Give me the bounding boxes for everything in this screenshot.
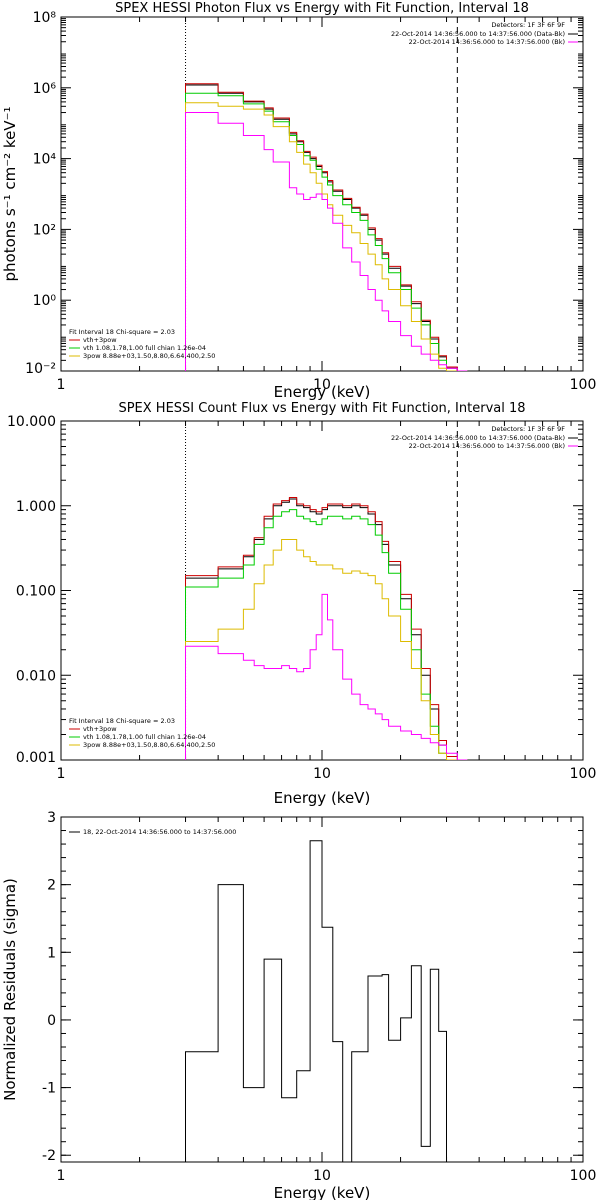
- y-tick-label: 10.000: [7, 414, 56, 430]
- series-group: [185, 83, 468, 371]
- y-tick-label: 0.100: [16, 584, 56, 600]
- legend-left-label: vth 1.08,1.78,1.00 full chian 1.26e-04: [83, 733, 206, 741]
- y-axis-label: Normalized Residuals (sigma): [1, 878, 19, 1101]
- x-tick-label: 100: [570, 377, 597, 393]
- legend-right-header: Detectors: 1F 3F 6F 9F: [491, 21, 565, 29]
- y-tick-label: 10²: [33, 222, 56, 238]
- x-tick-label: 10: [313, 766, 331, 782]
- y-tick-label: 0.001: [16, 750, 56, 766]
- x-tick-label: 10: [313, 377, 331, 393]
- series-line-vth: [185, 92, 468, 371]
- x-tick-label: 1: [57, 377, 66, 393]
- series-line-bk: [185, 112, 468, 371]
- chart-title: SPEX HESSI Photon Flux vs Energy with Fi…: [115, 1, 529, 16]
- legend-right-label: 22-Oct-2014 14:36:56.000 to 14:37:56.000…: [409, 38, 565, 46]
- series-line-data-bk: [185, 84, 468, 371]
- y-tick-label: 3: [47, 810, 56, 826]
- chart-panel-3: 1 10 100 -2 -1 0 1 2 3 Energy (keV) Normalized Res…: [1, 810, 596, 1200]
- legend-left-label: 3pow 8.88e+03,1.50,8.80,6.64,400,2.50: [83, 741, 215, 749]
- legend-left-header: Fit Interval 18 Chi-square = 2.03: [69, 328, 175, 336]
- legend-right-header: Detectors: 1F 3F 6F 9F: [491, 425, 565, 433]
- plot-frame: [60, 420, 584, 761]
- y-axis-label: photons s⁻¹ cm⁻² keV⁻¹: [1, 107, 19, 282]
- y-tick-label: -2: [42, 1148, 56, 1164]
- series-group: [185, 840, 447, 1162]
- x-tick-label: 1: [57, 1168, 66, 1184]
- legend-left-label: vth 1.08,1.78,1.00 full chian 1.26e-04: [83, 344, 206, 352]
- y-tick-label: 10⁰: [33, 293, 57, 309]
- series-line-3pow: [185, 539, 468, 760]
- y-tick-label: 0.010: [16, 668, 56, 684]
- series-group: [185, 497, 468, 760]
- y-tick-label: 1: [47, 945, 56, 961]
- y-tick-label: -1: [42, 1081, 56, 1097]
- series-line-3pow: [185, 102, 468, 371]
- legend-right-label: 22-Oct-2014 14:36:56.000 to 14:37:56.000…: [391, 30, 565, 38]
- series-line-residuals: [185, 840, 447, 1162]
- series-line-vth: [185, 509, 468, 760]
- y-tick-label: 0: [47, 1013, 56, 1029]
- x-axis-label: Energy (keV): [274, 789, 371, 807]
- legend-right-label: 22-Oct-2014 14:36:56.000 to 14:37:56.000…: [409, 442, 565, 450]
- series-line-vth-3pow: [185, 497, 468, 760]
- y-tick-label: 10⁸: [33, 10, 57, 26]
- x-axis-label: Energy (keV): [274, 383, 371, 401]
- series-line-vth-3pow: [185, 83, 468, 371]
- legend-left-label: 3pow 8.88e+03,1.50,8.80,6.64,400,2.50: [83, 352, 215, 360]
- x-tick-label: 1: [57, 766, 66, 782]
- legend-left-label: vth+3pow: [83, 336, 117, 344]
- chart-panel-2: SPEX HESSI Count Flux vs Energy with Fit…: [7, 401, 596, 807]
- legend-right-label: 22-Oct-2014 14:36:56.000 to 14:37:56.000…: [391, 434, 565, 442]
- legend-left-header: Fit Interval 18 Chi-square = 2.03: [69, 717, 175, 725]
- legend-left-label: vth+3pow: [83, 725, 117, 733]
- chart-panel-1: SPEX HESSI Photon Flux vs Energy with Fi…: [1, 1, 596, 401]
- x-tick-label: 100: [570, 766, 597, 782]
- series-line-bk: [185, 593, 468, 760]
- x-axis-label: Energy (keV): [274, 1184, 371, 1200]
- y-tick-label: 2: [47, 878, 56, 894]
- legend-left-label: 18, 22-Oct-2014 14:36:56.000 to 14:37:56…: [83, 828, 236, 836]
- x-tick-label: 10: [313, 1168, 331, 1184]
- y-tick-label: 10⁻²: [25, 361, 56, 377]
- y-tick-label: 10⁴: [33, 152, 57, 168]
- y-tick-label: 10⁶: [33, 81, 57, 97]
- y-tick-label: 1.000: [16, 499, 56, 515]
- chart-title: SPEX HESSI Count Flux vs Energy with Fit…: [118, 401, 525, 416]
- x-tick-label: 100: [570, 1168, 597, 1184]
